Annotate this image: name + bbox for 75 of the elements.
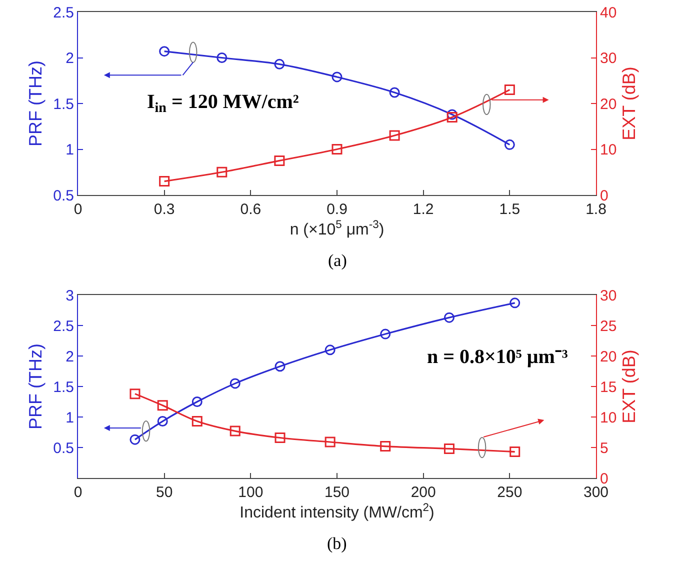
- y-tick-label: 1.5: [53, 378, 74, 396]
- point: [230, 378, 240, 389]
- x-tick-label: 0.9: [326, 201, 348, 218]
- annotation: I$_{in}$ = 120 MW/cm²: [147, 91, 299, 116]
- point: [274, 58, 285, 70]
- point: [380, 441, 391, 452]
- x-axis-title: Incident intensity (MW/cm$^{2}$): [240, 502, 434, 522]
- y-tick-label: 2: [66, 50, 74, 67]
- y-tick-label: 0.5: [53, 440, 74, 457]
- y-tick-label: 2: [66, 348, 74, 366]
- point: [389, 87, 400, 98]
- y-tick-label: 1: [66, 409, 74, 426]
- x-tick-label: 0.3: [154, 201, 175, 218]
- y2-tick-label: 20: [600, 348, 617, 366]
- y-axis-title: PRF (THz): [25, 60, 46, 146]
- point: [324, 344, 336, 356]
- x-tick-label: 100: [238, 484, 264, 501]
- y-tick-label: 2.5: [53, 4, 74, 22]
- y-tick-label: 3: [66, 287, 74, 304]
- point: [216, 166, 228, 178]
- point: [446, 109, 458, 120]
- point: [274, 361, 286, 372]
- point: [389, 130, 400, 141]
- point: [192, 416, 202, 427]
- x-tick-label: 1.2: [412, 201, 434, 218]
- point: [274, 155, 285, 166]
- x-tick-label: 0.6: [240, 201, 262, 218]
- point: [332, 144, 342, 154]
- point: [504, 84, 515, 96]
- point: [504, 139, 515, 150]
- point: [324, 436, 336, 448]
- y-tick-label: 1.5: [53, 96, 74, 113]
- point: [157, 416, 168, 427]
- y2-tick-label: 15: [600, 378, 617, 396]
- point: [510, 446, 520, 458]
- y2-tick-label: 40: [600, 4, 617, 22]
- point: [216, 52, 228, 63]
- text: (b): [327, 534, 347, 553]
- y-tick-label: 1: [66, 142, 74, 158]
- x-tick-label: 50: [156, 484, 173, 501]
- y2-tick-label: 20: [600, 96, 617, 113]
- y2-tick-label: 10: [600, 142, 617, 158]
- y-axis-title: PRF (THz): [25, 344, 46, 430]
- y2-axis-title: EXT (dB): [618, 350, 639, 424]
- y2-tick-label: 25: [600, 318, 617, 335]
- y2-tick-label: 30: [600, 287, 617, 304]
- y2-tick-label: 10: [600, 409, 617, 426]
- point: [130, 388, 140, 400]
- x-tick-label: 250: [497, 484, 522, 501]
- point: [159, 176, 170, 187]
- x-tick-label: 0: [74, 201, 82, 218]
- point: [159, 46, 170, 57]
- x-tick-label: 1.5: [499, 201, 520, 218]
- point: [274, 432, 286, 443]
- point: [510, 298, 520, 308]
- y-tick-label: 0.5: [53, 187, 74, 204]
- x-tick-label: 200: [410, 484, 436, 501]
- point: [130, 434, 140, 445]
- x-tick-label: 0: [74, 484, 82, 501]
- point: [230, 426, 240, 436]
- point: [332, 72, 342, 82]
- point: [444, 443, 454, 454]
- point: [192, 396, 202, 407]
- x-axis-title: n (×10$^{5}$ μm$^{-3}$): [290, 218, 384, 239]
- text: (a): [328, 251, 347, 270]
- point: [444, 312, 454, 323]
- x-tick-label: 150: [324, 484, 350, 501]
- y-tick-label: 2.5: [53, 318, 74, 335]
- point: [157, 400, 168, 411]
- point: [380, 328, 391, 340]
- point: [446, 112, 458, 122]
- annotation: n = 0.8×10⁵ μm⁻³: [427, 346, 568, 368]
- y2-tick-label: 5: [600, 440, 608, 457]
- y2-tick-label: 30: [600, 50, 617, 67]
- y2-axis-title: EXT (dB): [618, 66, 639, 140]
